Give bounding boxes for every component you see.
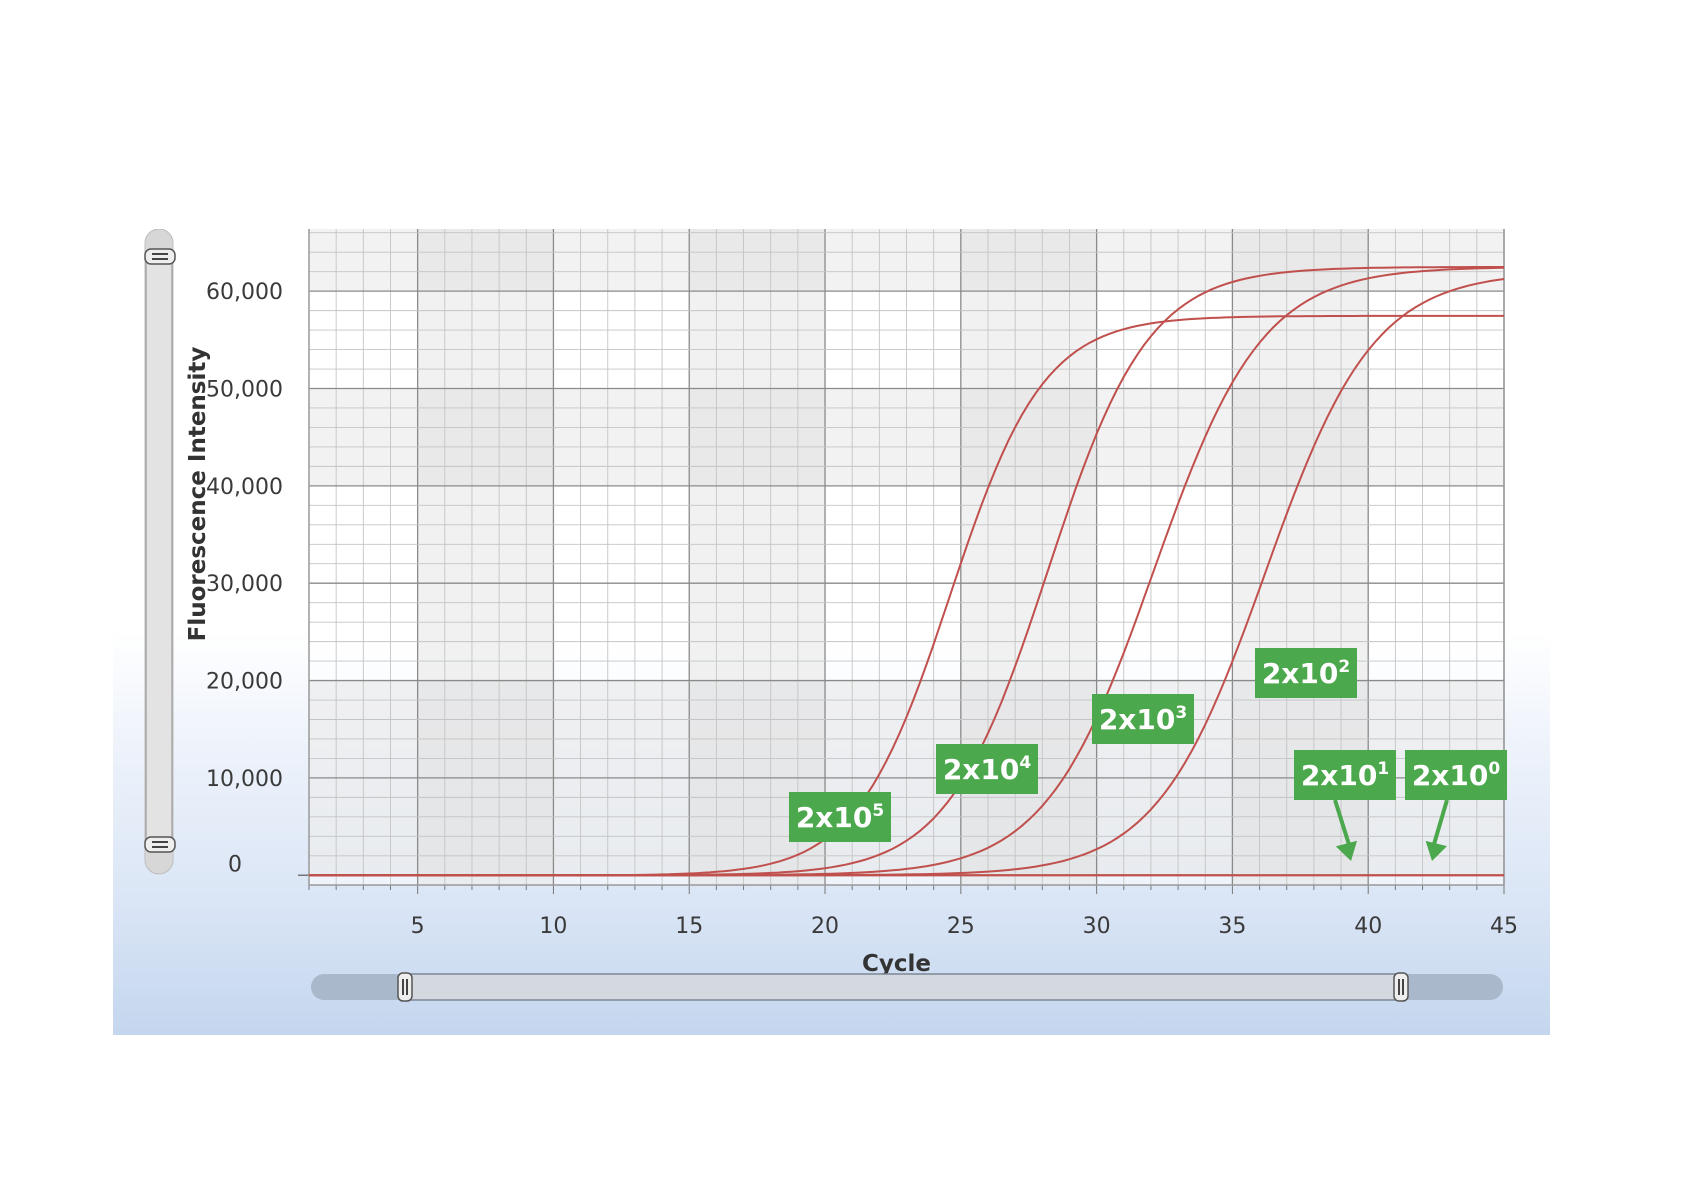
- label-arrow: [1333, 799, 1353, 852]
- label-arrowhead: [1425, 840, 1447, 861]
- column-band: [417, 229, 554, 885]
- y-tick-label: 20,000: [206, 670, 283, 695]
- series-label: 2x100: [1405, 750, 1507, 861]
- series-label: 2x102: [1255, 648, 1357, 698]
- y-tick-label: 40,000: [206, 475, 283, 500]
- x-tick-label: 35: [1218, 914, 1246, 939]
- y-tick-label: 30,000: [206, 572, 283, 597]
- y-axis-title: Fluorescence Intensity: [185, 347, 211, 642]
- series-label: 2x105: [789, 792, 891, 842]
- x-tick-label: 25: [947, 914, 975, 939]
- series-label-text: 2x101: [1301, 759, 1389, 792]
- vertical-scroll-handle-top[interactable]: [144, 248, 176, 265]
- series-label-box: [1294, 750, 1396, 800]
- series-label-box: [789, 792, 891, 842]
- x-tick-label: 15: [675, 914, 703, 939]
- x-tick-label: 10: [539, 914, 567, 939]
- series-label-text: 2x100: [1412, 759, 1501, 792]
- series-label-text: 2x104: [943, 753, 1032, 786]
- y-tick-label: 0: [228, 852, 242, 877]
- series-label-text: 2x103: [1099, 703, 1187, 736]
- x-axis-title: Cycle: [862, 951, 931, 977]
- vertical-scroll-handle-bottom[interactable]: [144, 836, 176, 853]
- x-ticks: 5 10 15 20 25 30 35 40 45: [411, 914, 1518, 939]
- chart: 5 10 15 20 25 30 35 40 45 0 10,000 20,000 30,000 40,…: [144, 229, 1518, 1002]
- series-label: 2x104: [936, 744, 1038, 794]
- series-label-box: [936, 744, 1038, 794]
- chart-panel: 5 10 15 20 25 30 35 40 45 0 10,000 20,000 30,000 40,…: [113, 229, 1550, 1035]
- horizontal-zoom-scrollbar[interactable]: [311, 972, 1503, 1002]
- series-label-box: [1255, 648, 1357, 698]
- series-label-box: [1092, 694, 1194, 744]
- plot-frame: [308, 229, 1505, 886]
- y-ticks: 0 10,000 20,000 30,000 40,000 50,000 60,000: [206, 280, 283, 877]
- x-tick-label: 20: [811, 914, 839, 939]
- series-label-text: 2x105: [796, 801, 884, 834]
- vertical-zoom-scrollbar[interactable]: [144, 229, 176, 875]
- label-arrow: [1430, 799, 1449, 852]
- column-band: [689, 229, 826, 885]
- x-tick-label: 45: [1490, 914, 1518, 939]
- y-tick-label: 10,000: [206, 767, 283, 792]
- series-label: 2x101: [1294, 750, 1396, 861]
- series-label-text: 2x102: [1262, 657, 1350, 690]
- series-lines: [309, 266, 1505, 877]
- label-arrowhead: [1335, 840, 1358, 861]
- x-tick-label: 40: [1354, 914, 1382, 939]
- horizontal-scroll-handle-right[interactable]: [1393, 972, 1409, 1002]
- x-tick-label: 5: [411, 914, 425, 939]
- y-tick-label: 60,000: [206, 280, 283, 305]
- series-labels: 2x105 2x104 2x103 2x102 2x101 2x100: [789, 648, 1507, 861]
- x-tick-label: 30: [1083, 914, 1111, 939]
- y-tick-label: 50,000: [206, 378, 283, 403]
- horizontal-scroll-handle-left[interactable]: [397, 972, 413, 1002]
- series-label-box: [1405, 750, 1507, 800]
- series-label: 2x103: [1092, 694, 1194, 744]
